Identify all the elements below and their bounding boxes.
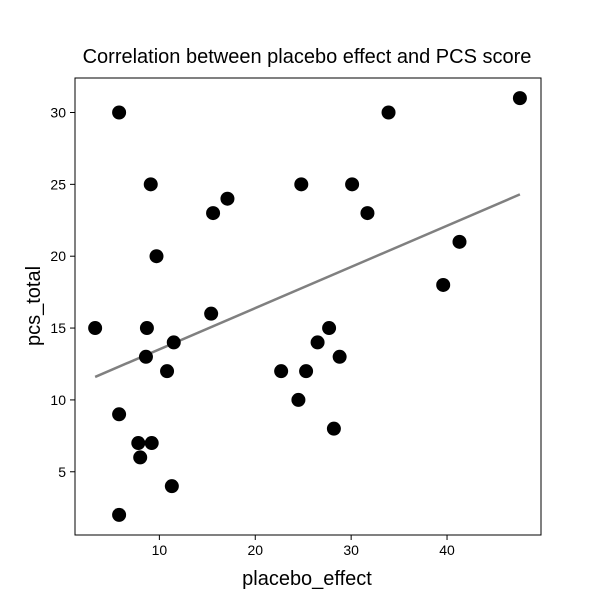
data-point bbox=[112, 407, 127, 422]
y-tick-label: 30 bbox=[50, 104, 66, 120]
data-point bbox=[160, 364, 175, 379]
data-point bbox=[220, 191, 235, 206]
data-point bbox=[206, 206, 221, 221]
data-point bbox=[133, 450, 148, 465]
data-point bbox=[88, 321, 103, 336]
data-point bbox=[360, 206, 375, 221]
y-tick-label: 5 bbox=[58, 464, 66, 480]
data-point bbox=[139, 321, 154, 336]
y-tick-label: 25 bbox=[50, 176, 66, 192]
x-tick-label: 10 bbox=[152, 542, 168, 558]
data-point bbox=[149, 249, 164, 264]
x-axis-label: placebo_effect bbox=[242, 568, 372, 590]
data-point bbox=[204, 306, 219, 321]
plot-frame bbox=[74, 77, 542, 536]
data-point bbox=[512, 91, 527, 106]
x-tick-label: 40 bbox=[439, 542, 455, 558]
data-point bbox=[381, 105, 396, 120]
y-tick-label: 20 bbox=[50, 248, 66, 264]
data-point bbox=[112, 507, 127, 522]
data-point bbox=[144, 436, 159, 451]
y-tick-label: 15 bbox=[50, 320, 66, 336]
y-tick-label: 10 bbox=[50, 392, 66, 408]
data-point bbox=[310, 335, 325, 350]
trend-line bbox=[94, 193, 521, 379]
data-point bbox=[436, 277, 451, 292]
plot-area: 10 20 30 40 5 10 15 20 25 30 bbox=[50, 91, 527, 558]
data-point bbox=[326, 421, 341, 436]
data-point bbox=[164, 479, 179, 494]
data-point bbox=[294, 177, 309, 192]
data-point bbox=[274, 364, 289, 379]
data-point bbox=[452, 234, 467, 249]
chart-title: Correlation between placebo effect and P… bbox=[83, 46, 532, 68]
x-tick-label: 20 bbox=[247, 542, 263, 558]
data-point bbox=[322, 321, 337, 336]
data-point bbox=[166, 335, 181, 350]
data-point bbox=[291, 392, 306, 407]
x-tick-label: 30 bbox=[343, 542, 359, 558]
data-point bbox=[345, 177, 360, 192]
data-point bbox=[138, 349, 153, 364]
y-axis-label: pcs_total bbox=[23, 266, 45, 346]
data-point bbox=[131, 436, 146, 451]
data-point bbox=[143, 177, 158, 192]
data-point bbox=[299, 364, 314, 379]
data-point bbox=[112, 105, 127, 120]
data-point bbox=[332, 349, 347, 364]
